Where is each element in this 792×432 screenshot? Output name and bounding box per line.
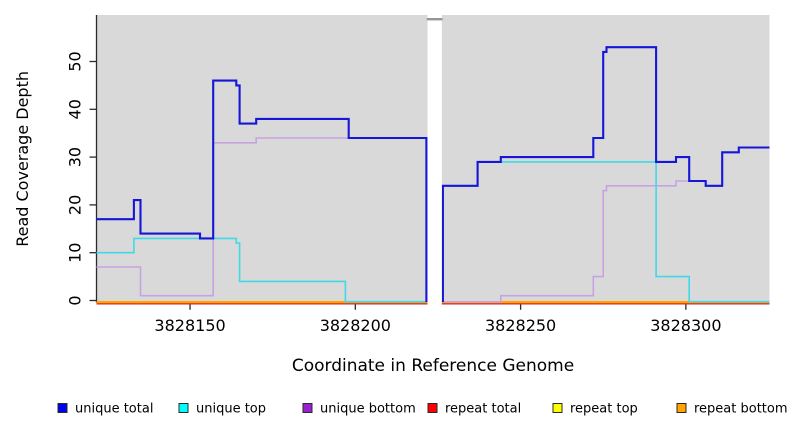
x-axis-title: Coordinate in Reference Genome bbox=[292, 356, 574, 376]
repeat-top-legend-swatch bbox=[552, 403, 563, 413]
y-tick-label: 50 bbox=[66, 51, 85, 71]
legend-label-unique-top: unique top bbox=[196, 402, 266, 417]
y-tick-label: 20 bbox=[66, 195, 85, 215]
unique-total-line-segment-2 bbox=[441, 46, 770, 303]
x-tick-label: 3828300 bbox=[650, 316, 721, 335]
legend-label-repeat-top: repeat top bbox=[570, 402, 638, 417]
x-tick-label: 3828200 bbox=[320, 316, 391, 335]
unique-top-line-segment-1 bbox=[96, 237, 427, 303]
repeat-total-legend-swatch bbox=[427, 403, 438, 413]
x-tick-label: 3828150 bbox=[154, 316, 225, 335]
legend-label-repeat-bottom: repeat bottom bbox=[694, 402, 788, 417]
legend-label-repeat-total: repeat total bbox=[445, 402, 521, 417]
x-tick-label: 3828250 bbox=[485, 316, 556, 335]
legend-label-unique-bottom: unique bottom bbox=[320, 402, 416, 417]
unique-total-legend-swatch bbox=[57, 403, 68, 413]
y-tick-label: 30 bbox=[66, 147, 85, 167]
masked-region bbox=[427, 13, 442, 309]
unique-total-line-segment-1 bbox=[96, 79, 428, 303]
y-axis-title: Read Coverage Depth bbox=[13, 71, 32, 247]
y-tick-label: 40 bbox=[66, 99, 85, 119]
repeat-bottom-legend-swatch bbox=[676, 403, 687, 413]
y-tick-label: 0 bbox=[66, 295, 85, 305]
unique-top-legend-swatch bbox=[178, 403, 189, 413]
masked-region-top-border bbox=[426, 18, 443, 21]
legend-label-unique-total: unique total bbox=[75, 402, 153, 417]
unique-bottom-legend-swatch bbox=[302, 403, 313, 413]
y-tick-label: 10 bbox=[66, 243, 85, 263]
